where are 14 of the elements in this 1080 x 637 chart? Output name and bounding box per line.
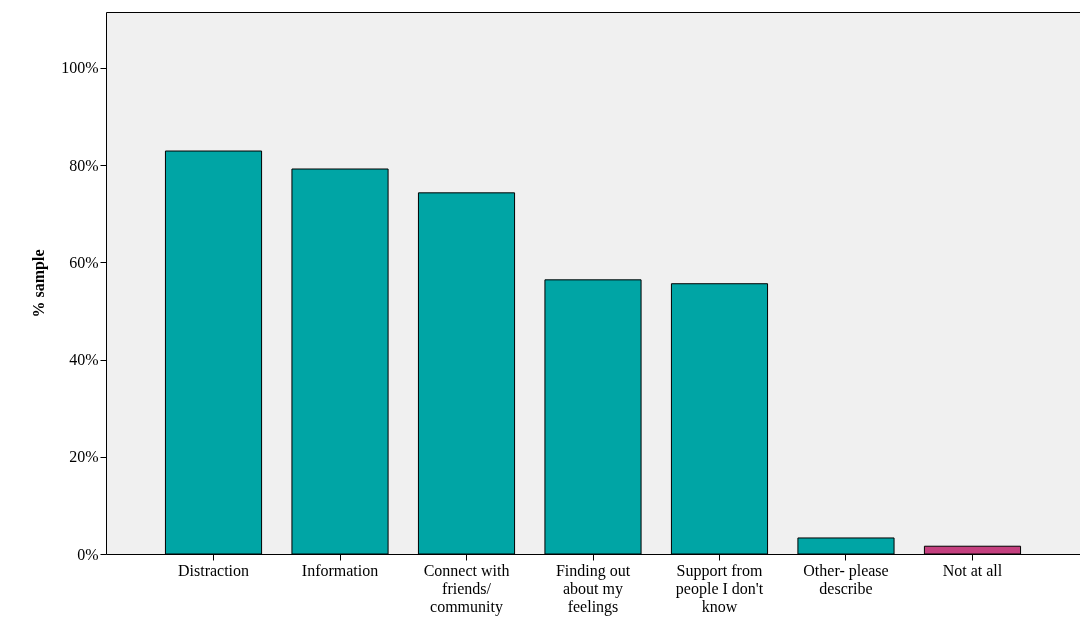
x-tick-label: Information <box>301 561 379 579</box>
y-tick-label: 80% <box>69 156 99 174</box>
y-axis-title: % sample <box>30 249 49 318</box>
y-tick-label: 20% <box>69 448 99 466</box>
y-tick-label: 0% <box>77 545 99 563</box>
y-tick-label: 40% <box>69 351 99 369</box>
x-tick-label: Finding out about my feelings <box>555 561 631 616</box>
x-tick-label: Support from people I don't know <box>675 561 764 615</box>
x-tick-label: Connect with friends/ community <box>423 561 510 616</box>
x-tick-label: Not at all <box>942 561 1003 579</box>
x-tick-label: Distraction <box>177 561 250 579</box>
y-tick-label: 100% <box>61 59 99 77</box>
y-tick-label: 60% <box>69 253 99 271</box>
x-tick-label: Other- please describe <box>803 561 889 597</box>
